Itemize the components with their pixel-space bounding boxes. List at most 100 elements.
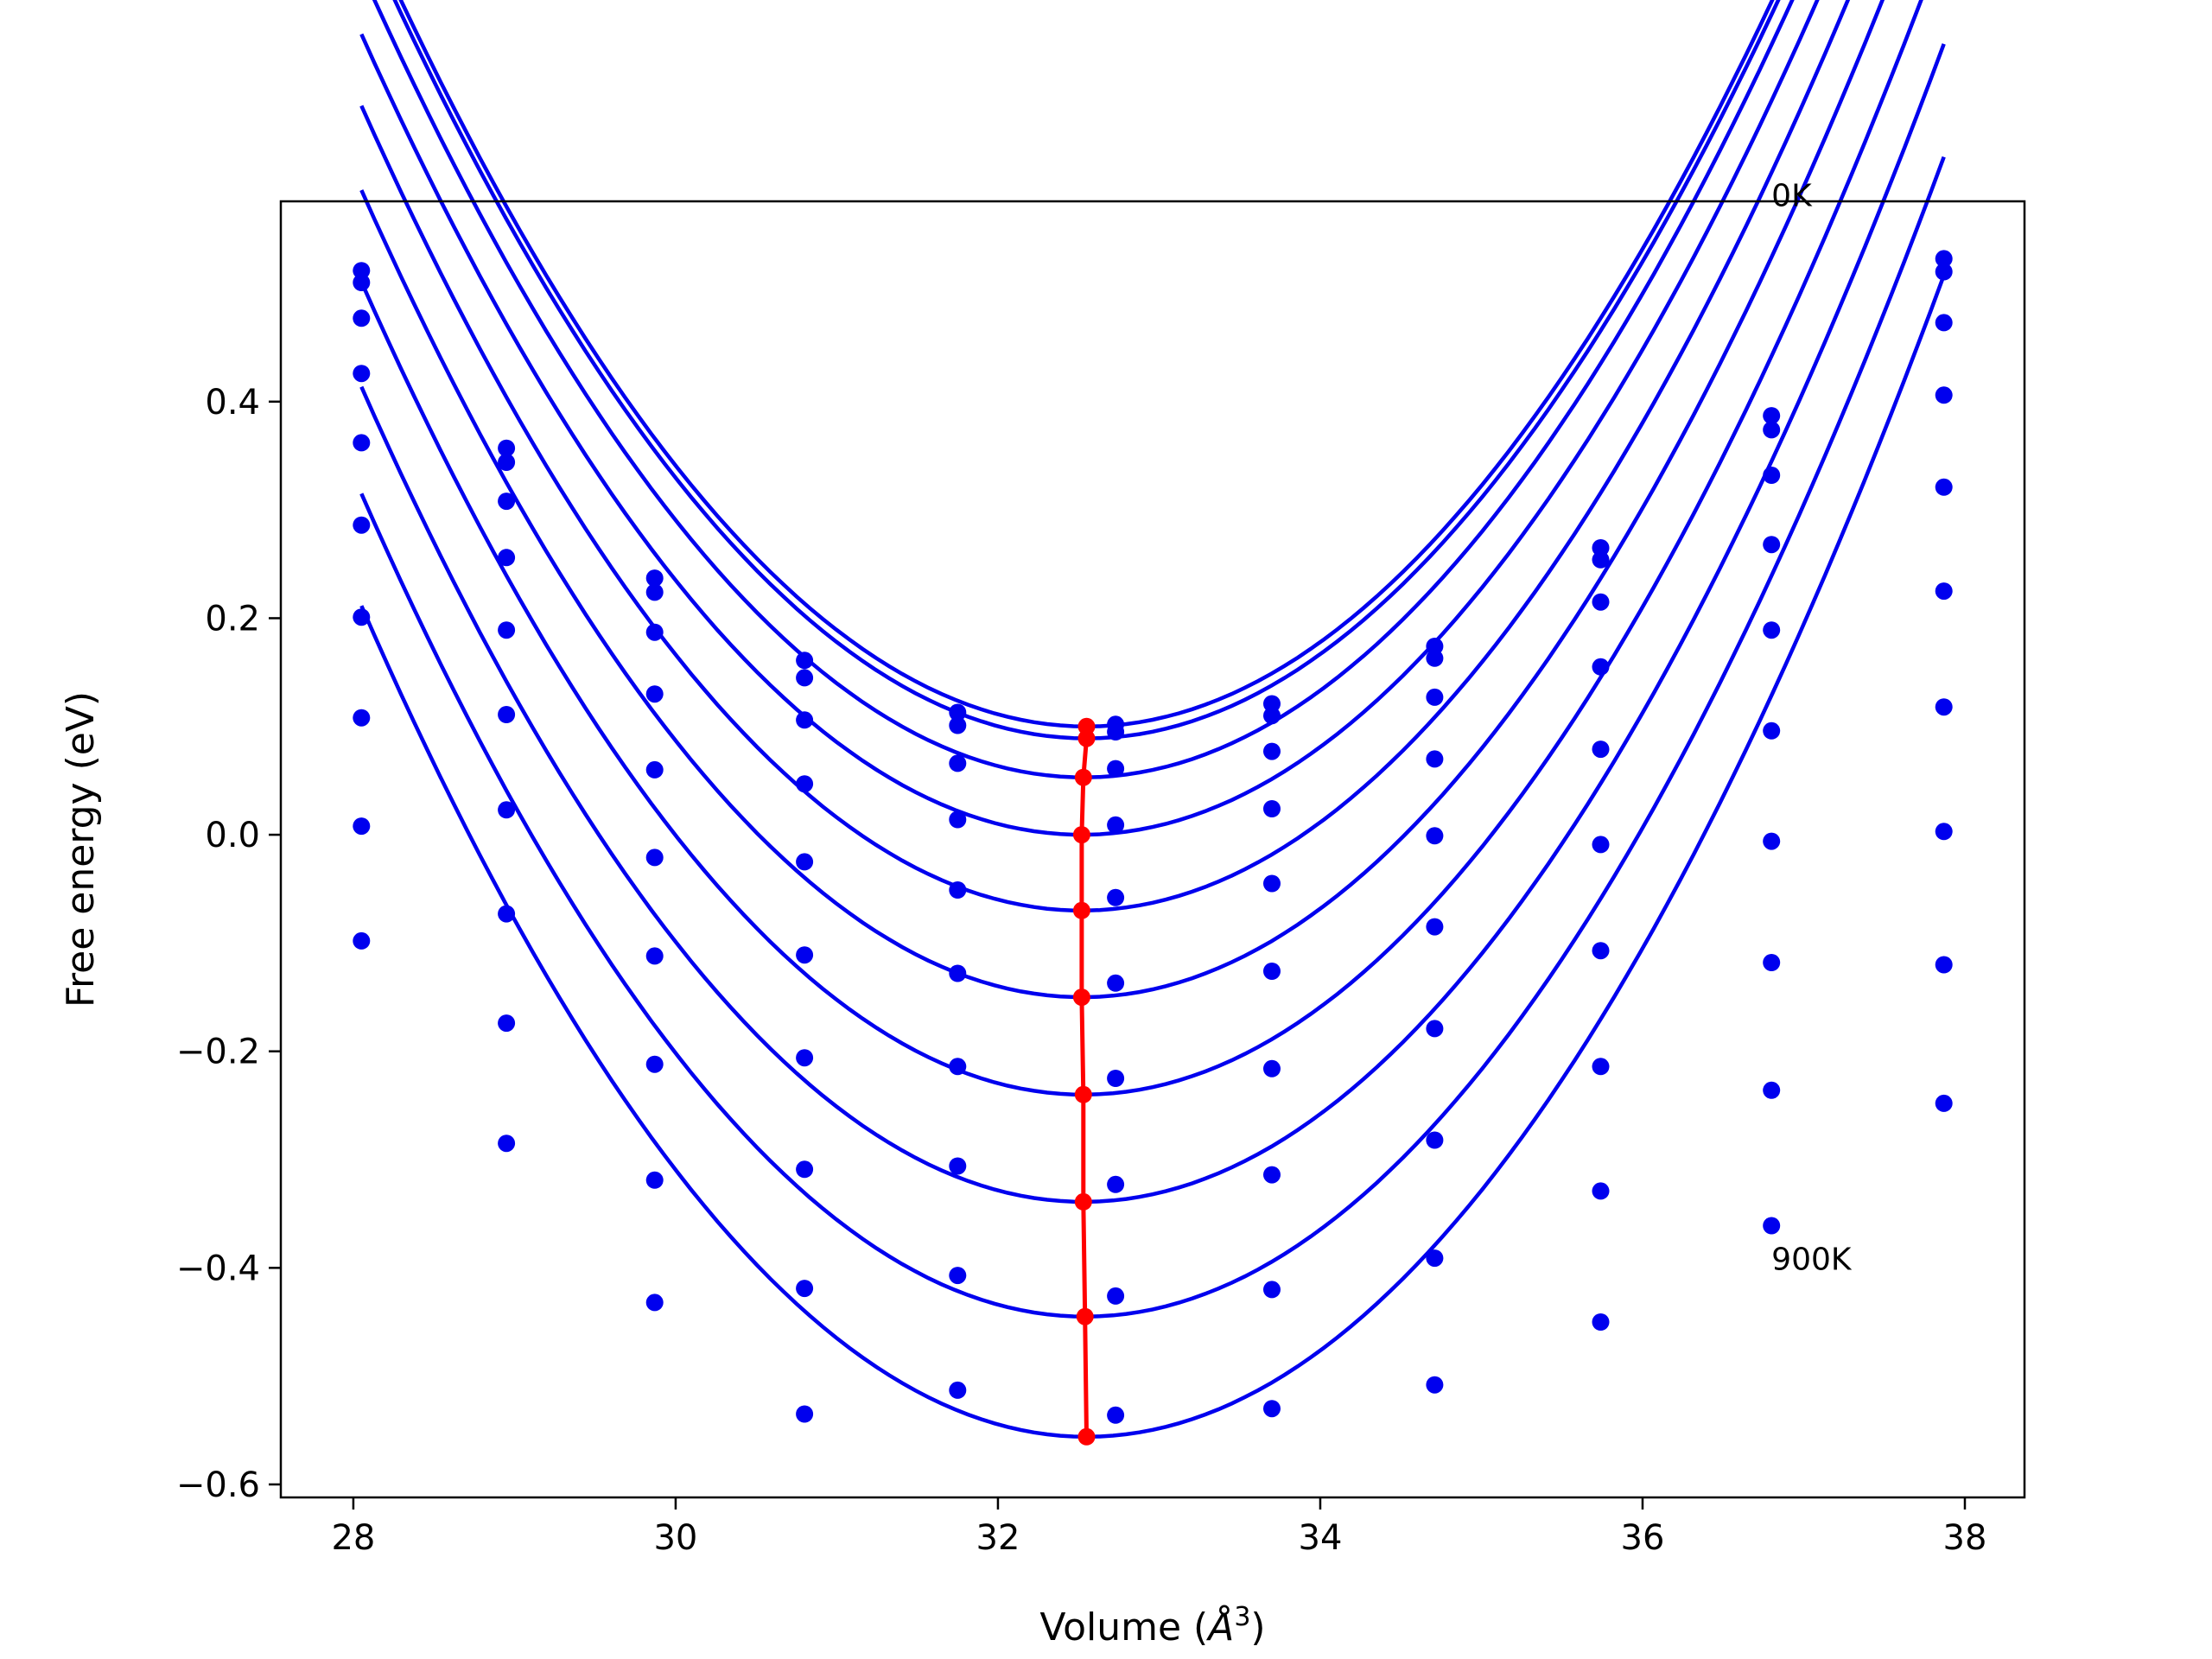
data-point-8-9 [1763,1081,1781,1099]
data-point-2-6 [1263,742,1281,760]
data-point-4-9 [1763,621,1781,639]
data-point-2-9 [1763,467,1781,484]
data-point-4-3 [796,853,814,871]
fit-curve-0 [398,0,1775,729]
y-tick-label: −0.4 [176,1249,260,1288]
x-tick-label: 38 [1943,1518,1987,1558]
data-point-4-10 [1935,478,1953,496]
data-point-7-4 [949,1157,967,1175]
fit-curve-1 [392,0,1781,741]
data-point-6-2 [645,947,664,965]
data-point-5-6 [1263,963,1281,980]
x-tick-label: 36 [1621,1518,1665,1558]
minimum-line [1072,717,1096,1446]
data-point-7-5 [1107,1175,1125,1193]
data-point-3-9 [1763,536,1781,554]
data-point-4-4 [949,881,967,899]
data-point-5-10 [1935,582,1953,601]
data-point-9-10 [1935,1094,1953,1112]
data-point-5-1 [498,706,516,723]
data-point-4-5 [1107,888,1125,906]
data-point-7-0 [353,709,371,727]
y-tick-label: 0.0 [205,816,260,855]
fit-curve-6 [359,0,1923,1097]
data-point-0-6 [1263,695,1281,713]
data-point-9-6 [1263,1400,1281,1418]
y-tick-label: −0.6 [176,1465,260,1505]
data-point-4-1 [498,621,516,639]
data-point-7-7 [1426,1131,1444,1149]
data-point-6-10 [1935,698,1953,716]
fit-curve-7 [359,43,1946,1205]
fit-curve-8 [359,156,1946,1319]
data-point-4-7 [1426,827,1444,845]
data-point-1-5 [1107,723,1125,741]
x-axis-label: Volume (Å3) [1039,1602,1265,1650]
annotations: 0K 900K [1771,179,1853,1278]
x-axis-ticks: 28 30 32 34 36 38 [331,1497,1986,1558]
minimum-point-7 [1074,1192,1092,1211]
minimum-point-2 [1074,768,1092,786]
data-points [353,250,1953,1424]
data-point-2-5 [1107,760,1125,778]
data-point-3-7 [1426,750,1444,768]
data-point-8-5 [1107,1287,1125,1305]
data-point-2-10 [1935,314,1953,332]
data-point-6-8 [1592,942,1610,960]
annotation-1: 900K [1771,1242,1853,1277]
data-point-3-0 [353,365,371,383]
y-tick-label: −0.2 [176,1033,260,1072]
x-tick-label: 32 [976,1518,1020,1558]
data-point-0-10 [1935,250,1953,268]
data-point-3-2 [645,685,664,703]
data-point-3-5 [1107,816,1125,834]
y-axis-ticks: −0.6 −0.4 −0.2 0.0 0.2 0.4 [176,383,281,1505]
data-point-8-0 [353,817,371,836]
data-point-5-7 [1426,918,1444,936]
data-point-2-1 [498,493,516,511]
data-point-0-4 [949,703,967,721]
data-point-0-9 [1763,407,1781,425]
minimum-point-4 [1072,901,1090,919]
data-point-9-5 [1107,1406,1125,1424]
data-point-0-3 [796,652,814,670]
data-point-1-0 [353,274,371,291]
data-point-1-9 [1763,421,1781,439]
data-point-1-3 [796,669,814,687]
data-point-8-4 [949,1267,967,1285]
minimum-point-1 [1077,729,1096,747]
data-point-1-8 [1592,550,1610,569]
data-point-5-2 [645,849,664,867]
data-point-7-6 [1263,1166,1281,1184]
data-point-9-4 [949,1381,967,1399]
data-point-9-9 [1763,1217,1781,1235]
data-point-2-3 [796,711,814,729]
data-point-5-3 [796,946,814,964]
data-point-3-3 [796,775,814,793]
data-point-2-8 [1592,593,1610,611]
minimum-point-3 [1072,826,1090,844]
minimum-point-6 [1074,1085,1092,1103]
data-point-6-5 [1107,1070,1125,1087]
data-point-0-7 [1426,638,1444,655]
data-point-2-2 [645,623,664,641]
data-point-3-10 [1935,386,1953,404]
data-point-6-1 [498,801,516,819]
data-point-8-6 [1263,1281,1281,1299]
minimum-point-8 [1076,1307,1094,1325]
data-point-0-2 [645,569,664,588]
data-point-3-6 [1263,800,1281,817]
data-point-4-0 [353,434,371,452]
data-point-5-0 [353,516,371,534]
data-point-7-2 [645,1055,664,1073]
data-point-1-10 [1935,263,1953,281]
data-point-5-5 [1107,974,1125,992]
data-point-8-1 [498,1014,516,1033]
plot-frame [279,200,2026,1499]
minimum-point-9 [1077,1427,1096,1446]
data-point-8-8 [1592,1182,1610,1200]
y-tick-label: 0.2 [205,599,260,639]
data-point-7-1 [498,905,516,923]
minimum-point-0 [1077,717,1096,735]
